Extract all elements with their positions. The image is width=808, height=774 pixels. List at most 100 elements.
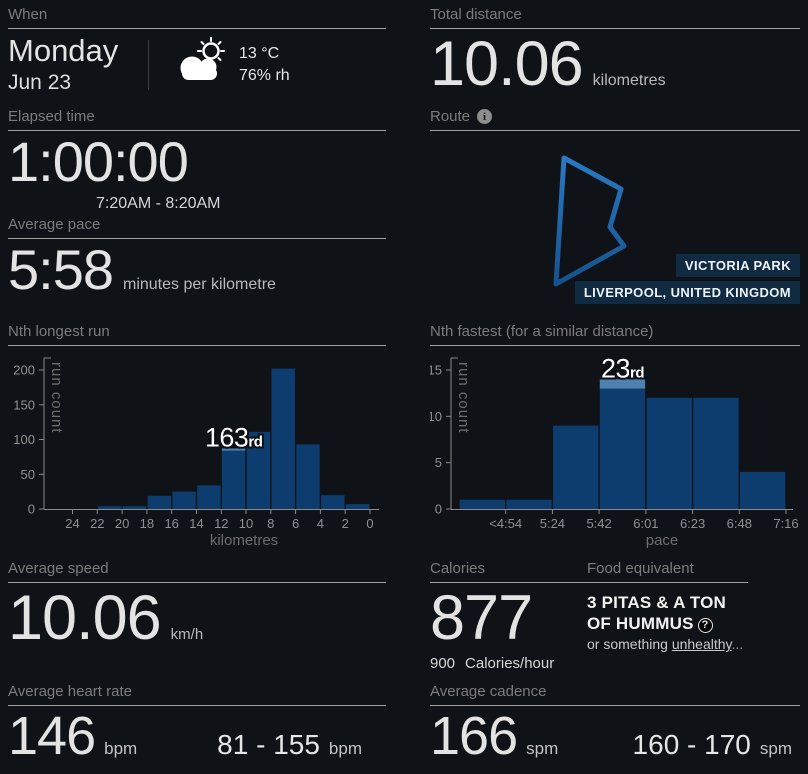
section-when: When Monday Jun 23	[8, 6, 386, 108]
info-icon[interactable]: i	[477, 109, 493, 124]
when-label: When	[8, 6, 48, 23]
calories-rate: 900 Calories/hour	[430, 655, 587, 672]
total-distance-value: 10.06	[430, 29, 584, 99]
sun-behind-cloud-icon	[171, 37, 229, 92]
section-calories-food: Calories Food equivalent 877 900 Calorie…	[430, 560, 800, 683]
calories-block: 877 900 Calories/hour	[430, 585, 587, 672]
average-heart-rate-label: Average heart rate	[8, 683, 132, 700]
average-pace-header: Average pace	[8, 216, 386, 239]
day-block: Monday Jun 23	[8, 34, 148, 95]
route-label: Route	[430, 108, 471, 125]
svg-text:23rd: 23rd	[601, 353, 644, 383]
unhealthy-link[interactable]: unhealthy	[671, 636, 732, 653]
svg-text:run count: run count	[48, 362, 65, 434]
svg-text:5: 5	[435, 455, 442, 470]
average-pace-label: Average pace	[8, 216, 101, 233]
section-nth-fastest: Nth fastest (for a similar distance) 0 5 1…	[430, 323, 800, 560]
svg-text:15: 15	[430, 363, 442, 378]
svg-text:4: 4	[317, 516, 324, 531]
average-heart-rate-header: Average heart rate	[8, 683, 386, 706]
svg-text:100: 100	[13, 432, 35, 447]
section-average-speed: Average speed 10.06 km/h	[8, 560, 386, 683]
time-range: 7:20AM - 8:20AM	[96, 194, 221, 212]
average-cadence-header: Average cadence	[430, 683, 800, 706]
divider	[148, 39, 149, 90]
calories-rate-unit: Calories/hour	[465, 655, 555, 673]
question-icon[interactable]: ?	[697, 617, 713, 633]
total-distance-label: Total distance	[430, 6, 522, 23]
nth-longest-header: Nth longest run	[8, 323, 386, 346]
svg-text:14: 14	[189, 516, 203, 531]
cadence-value: 166	[430, 706, 518, 766]
svg-text:7:16: 7:16	[773, 516, 798, 531]
svg-text:10: 10	[430, 409, 442, 424]
park-label: VICTORIA PARK	[675, 254, 800, 277]
food-equivalent-label: Food equivalent	[587, 560, 694, 577]
heart-rate-value: 146	[8, 706, 96, 766]
svg-text:2: 2	[342, 516, 349, 531]
average-speed-header: Average speed	[8, 560, 386, 583]
svg-text:<4:54: <4:54	[489, 516, 522, 531]
elapsed-time-value: 1:00:00	[8, 130, 189, 193]
food-subtext: or something unhealthy...	[587, 636, 743, 652]
run-date: Jun 23	[8, 70, 72, 94]
heart-rate-range-unit: bpm	[328, 739, 362, 758]
nth-fastest-header: Nth fastest (for a similar distance)	[430, 323, 800, 346]
svg-text:150: 150	[13, 397, 35, 412]
average-speed-value: 10.06	[8, 583, 162, 653]
when-content: Monday Jun 23	[8, 34, 386, 95]
section-average-cadence: Average cadence 166 spm 160 - 170 spm	[430, 683, 800, 774]
svg-text:163rd: 163rd	[205, 423, 263, 453]
section-elapsed-time: Elapsed time 1:00:00 7:20AM - 8:20AM	[8, 108, 386, 216]
average-pace-unit: minutes per kilometre	[123, 276, 276, 293]
svg-text:0: 0	[366, 516, 373, 531]
svg-text:12: 12	[214, 516, 228, 531]
elapsed-time-header: Elapsed time	[8, 108, 386, 131]
section-average-heart-rate: Average heart rate 146 bpm 81 - 155 bpm	[8, 683, 386, 774]
food-subtext-suffix: ...	[731, 636, 744, 653]
svg-text:6:48: 6:48	[727, 516, 752, 531]
average-speed-unit: km/h	[170, 626, 204, 643]
svg-text:16: 16	[164, 516, 178, 531]
left-col-row2: Elapsed time 1:00:00 7:20AM - 8:20AM Ave…	[8, 108, 386, 323]
average-pace-value: 5:58	[8, 238, 114, 301]
svg-text:18: 18	[140, 516, 154, 531]
section-average-pace: Average pace 5:58 minutes per kilometre	[8, 216, 386, 300]
svg-text:5:42: 5:42	[586, 516, 611, 531]
total-distance-unit: kilometres	[592, 72, 666, 89]
heart-rate-unit: bpm	[104, 739, 138, 758]
weather-block: 13 °C 76% rh	[171, 37, 290, 92]
svg-text:200: 200	[13, 363, 35, 378]
cadence-range: 160 - 170	[632, 729, 751, 760]
svg-text:0: 0	[435, 502, 442, 517]
when-header: When	[8, 6, 386, 29]
calories-rate-value: 900	[430, 655, 456, 673]
food-subtext-prefix: or something	[587, 636, 672, 653]
temperature: 13 °C	[239, 45, 280, 63]
calories-label: Calories	[430, 560, 486, 577]
svg-text:50: 50	[21, 467, 35, 482]
total-distance-header: Total distance	[430, 6, 800, 29]
heart-rate-range: 81 - 155	[217, 729, 320, 760]
food-equivalent-block: 3 PITAS & A TON OF HUMMUS? or something …	[587, 585, 743, 672]
food-line-2-text: OF HUMMUS	[587, 613, 694, 633]
section-nth-longest: Nth longest run 0 50 100 150 200 24 22 20 18 16 14…	[8, 323, 386, 560]
svg-text:pace: pace	[646, 532, 679, 549]
route-path-svg	[553, 155, 627, 287]
food-line-1: 3 PITAS & A TON	[587, 593, 727, 612]
svg-text:6: 6	[292, 516, 299, 531]
food-line-2: OF HUMMUS?	[587, 614, 743, 635]
svg-text:run count: run count	[455, 362, 472, 434]
svg-text:kilometres: kilometres	[210, 532, 278, 549]
nth-fastest-title: Nth fastest (for a similar distance)	[430, 323, 654, 340]
svg-text:0: 0	[28, 502, 35, 517]
fastest-run-histogram: 0 5 10 15 <4:54 5:24 5:42 6:01 6:23 6:48 7:16 pace r…	[430, 351, 799, 549]
svg-text:6:23: 6:23	[680, 516, 705, 531]
humidity: 76% rh	[239, 66, 290, 84]
svg-text:24: 24	[65, 516, 79, 531]
city-label: LIVERPOOL, UNITED KINGDOM	[574, 281, 800, 304]
route-map: VICTORIA PARK LIVERPOOL, UNITED KINGDOM	[430, 133, 800, 322]
svg-text:20: 20	[115, 516, 129, 531]
